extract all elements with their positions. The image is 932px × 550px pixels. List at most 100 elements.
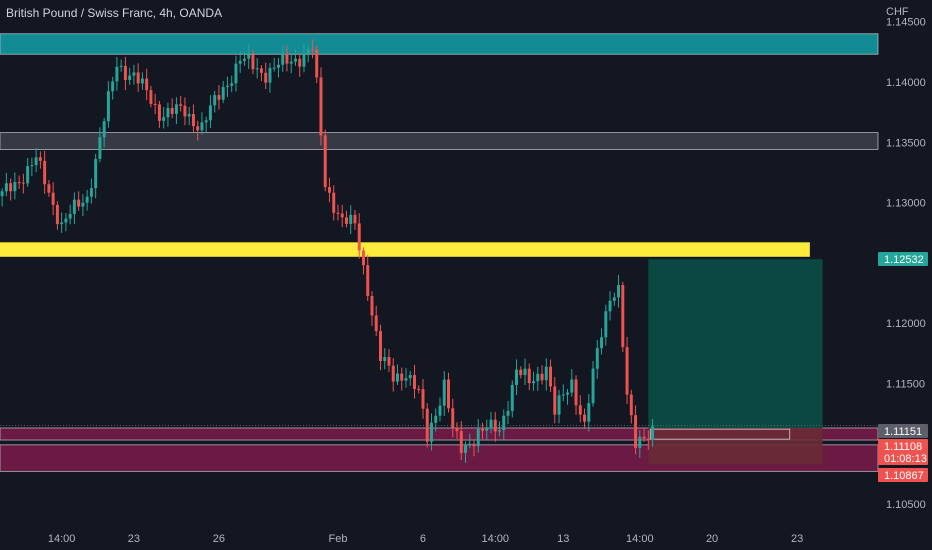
candle: [357, 213, 361, 259]
candle-body: [421, 389, 425, 409]
candle-body: [315, 49, 319, 78]
x-tick-label: 14:00: [626, 533, 654, 545]
candle-body: [272, 67, 276, 69]
candle-body: [68, 213, 72, 219]
candle-body: [430, 422, 433, 442]
candle-body: [276, 64, 280, 68]
candle: [204, 116, 208, 132]
candle: [34, 148, 38, 173]
candle-body: [455, 427, 459, 432]
candle: [140, 72, 144, 90]
candle: [272, 58, 276, 72]
candle-body: [64, 218, 68, 223]
candle-body: [612, 297, 616, 301]
candle: [472, 439, 476, 457]
x-tick-label: 13: [557, 533, 569, 545]
candle: [404, 368, 408, 388]
candle-body: [600, 337, 604, 349]
candle: [442, 371, 446, 416]
candle: [310, 39, 314, 59]
candle: [264, 62, 268, 90]
candle-body: [353, 214, 357, 224]
candle: [340, 204, 344, 228]
candle-body: [417, 388, 421, 390]
candle-body: [459, 431, 463, 453]
candle: [221, 80, 225, 104]
x-tick-label: 23: [791, 533, 803, 545]
candle: [128, 67, 132, 85]
candle: [638, 430, 642, 458]
candle-body: [327, 187, 331, 193]
candle-body: [191, 114, 195, 127]
candle-body: [561, 394, 565, 396]
candle: [570, 369, 574, 397]
candle: [30, 157, 34, 176]
candle: [26, 158, 30, 187]
candle: [298, 53, 302, 77]
candle: [187, 106, 191, 126]
candle-body: [119, 65, 123, 67]
candle: [0, 188, 4, 207]
candle-body: [570, 379, 574, 393]
candle-body: [544, 366, 548, 381]
candle-body: [438, 405, 442, 416]
candle: [72, 192, 76, 225]
candle-body: [183, 105, 187, 117]
candle-body: [523, 368, 527, 376]
candle: [587, 393, 591, 432]
candle: [485, 419, 489, 440]
candle-body: [642, 436, 646, 439]
candle: [293, 49, 297, 66]
candle: [523, 358, 527, 385]
candle-body: [617, 285, 621, 298]
candle-body: [166, 107, 170, 118]
candle-body: [651, 426, 655, 440]
candle: [455, 422, 459, 439]
candle-body: [81, 202, 85, 207]
candle-body: [506, 410, 510, 416]
candle-body: [387, 357, 391, 366]
candle-body: [106, 91, 110, 122]
candle: [98, 127, 102, 163]
candle: [646, 430, 650, 450]
candle-body: [515, 369, 519, 385]
candle-body: [442, 379, 446, 406]
candle: [55, 201, 59, 230]
candle-body: [634, 415, 638, 448]
y-tick-label: 1.14500: [886, 17, 926, 29]
candle: [136, 63, 140, 92]
price-tag-label: 1.11151: [884, 426, 922, 438]
candle-body: [383, 357, 387, 362]
candle: [85, 189, 89, 211]
candle-body: [242, 58, 246, 61]
candle: [306, 45, 310, 63]
candle-body: [527, 368, 531, 384]
x-tick-label: Feb: [328, 533, 347, 545]
candle: [515, 359, 519, 396]
candle: [600, 328, 604, 355]
candle: [183, 97, 187, 126]
candle-body: [196, 126, 200, 131]
candle-body: [230, 83, 234, 86]
candle-body: [306, 49, 310, 54]
candle-body: [604, 311, 608, 338]
candle: [200, 112, 204, 135]
candle-body: [608, 300, 612, 312]
candle: [285, 45, 289, 72]
candle: [179, 95, 183, 112]
candle: [430, 413, 433, 451]
candle-body: [174, 104, 178, 114]
candle-body: [557, 395, 561, 415]
candle-body: [128, 75, 132, 80]
candle: [13, 172, 17, 200]
candle: [608, 291, 612, 321]
candle-body: [234, 63, 238, 84]
candle: [396, 364, 399, 385]
candle: [153, 93, 157, 115]
candle-body: [140, 78, 144, 84]
candle-body: [60, 222, 64, 225]
candle-body: [34, 157, 38, 166]
candle-body: [153, 103, 157, 105]
candle-body: [519, 369, 523, 376]
